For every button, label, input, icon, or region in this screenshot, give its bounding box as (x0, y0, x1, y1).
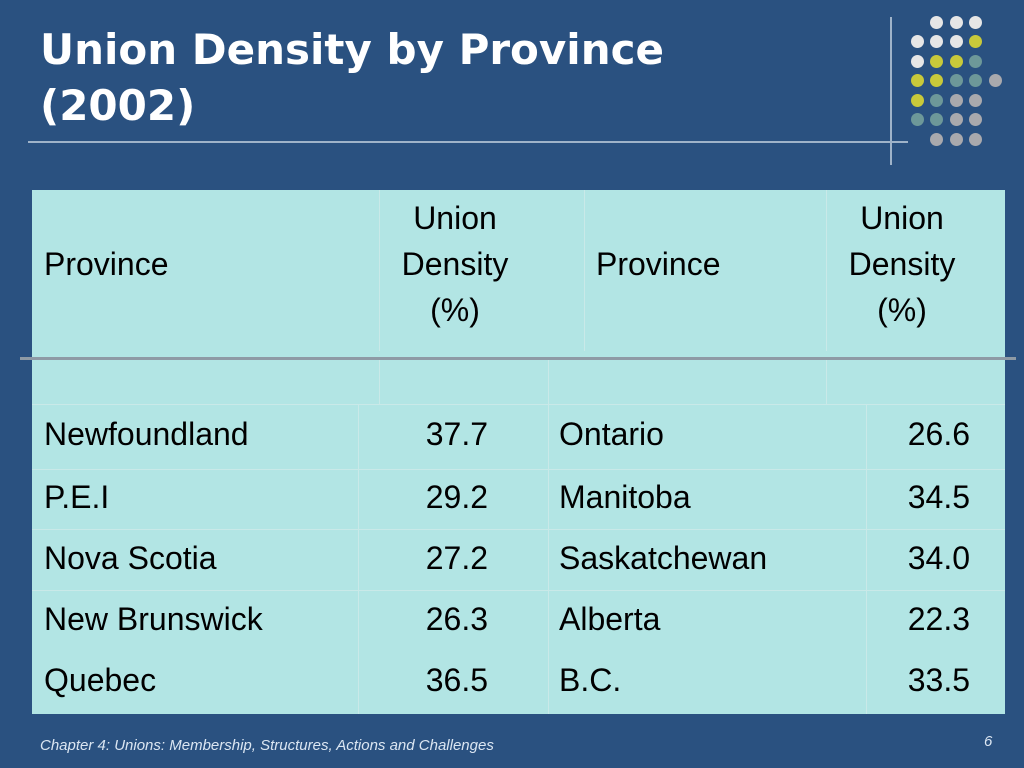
row-2-left-density: 29.2 (425, 479, 488, 515)
row-3-left-density: 27.2 (425, 540, 488, 576)
decorative-dot (988, 74, 1002, 87)
row-4-right-province: Alberta (559, 601, 661, 637)
title-line-1: Union Density by Province (40, 25, 664, 74)
decorative-dot (930, 132, 943, 146)
decorative-dot (910, 113, 924, 126)
title-divider (28, 141, 908, 143)
row-2-left-province: P.E.I (44, 479, 110, 515)
grid-line (32, 529, 1005, 530)
row-4-right-density: 22.3 (907, 601, 970, 637)
row-1-right-province: Ontario (559, 416, 664, 452)
decorative-dot (910, 54, 924, 68)
row-5-right-density: 33.5 (907, 662, 970, 698)
decorative-dot (930, 113, 943, 126)
grid-line (32, 590, 1005, 591)
decorative-dot (969, 15, 982, 29)
decorative-dot (930, 74, 943, 87)
row-5-left-density: 36.5 (425, 662, 488, 698)
header-density-left-line1: Union (413, 200, 497, 236)
title-line-2: (2002) (40, 81, 196, 130)
header-density-right: Union Density (%) (837, 195, 967, 333)
header-density-left: Union Density (%) (390, 195, 520, 333)
row-3-right-density: 34.0 (907, 540, 970, 576)
row-1-left-province: Newfoundland (44, 416, 249, 452)
decorative-dot (949, 132, 963, 146)
grid-line (379, 190, 380, 351)
row-2-right-province: Manitoba (559, 479, 691, 515)
slide-title: Union Density by Province (2002) (40, 22, 664, 134)
vertical-divider (890, 17, 892, 165)
grid-line (866, 404, 867, 714)
page-number: 6 (984, 733, 993, 750)
grid-line (32, 469, 1005, 470)
row-1-left-density: 37.7 (425, 416, 488, 452)
header-density-right-line1: Union (860, 200, 944, 236)
grid-line (826, 190, 827, 351)
row-4-left-density: 26.3 (425, 601, 488, 637)
row-3-left-province: Nova Scotia (44, 540, 217, 576)
decorative-dot (949, 54, 963, 68)
decorative-dot (930, 93, 943, 107)
slide-footer: Chapter 4: Unions: Membership, Structure… (40, 737, 494, 754)
header-density-left-line3: (%) (430, 292, 480, 328)
header-separator-rule (20, 357, 1016, 360)
header-province-left: Province (44, 246, 169, 282)
decorative-dot (969, 35, 982, 48)
grid-line (548, 360, 549, 404)
decorative-dot (910, 35, 924, 48)
grid-line (584, 190, 585, 351)
decorative-dot (930, 54, 943, 68)
grid-line (32, 404, 1005, 405)
decorative-dot (910, 74, 924, 87)
header-density-right-line3: (%) (877, 292, 927, 328)
row-5-left-province: Quebec (44, 662, 157, 698)
grid-line (826, 360, 827, 404)
decorative-dot (949, 15, 963, 29)
row-5-right-province: B.C. (559, 662, 622, 698)
decorative-dot (969, 132, 982, 146)
decorative-dot (930, 35, 943, 48)
decorative-dot (949, 74, 963, 87)
decorative-dot (930, 15, 943, 29)
header-province-right: Province (596, 246, 721, 282)
decorative-dot (969, 74, 982, 87)
row-4-left-province: New Brunswick (44, 601, 263, 637)
row-1-right-density: 26.6 (907, 416, 970, 452)
decorative-dot (910, 93, 924, 107)
grid-line (358, 404, 359, 714)
decorative-dot (949, 113, 963, 126)
decorative-dot (969, 93, 982, 107)
grid-line (379, 360, 380, 404)
union-density-table: Province Union Density (%) Province Unio… (32, 190, 1005, 714)
decorative-dot (949, 35, 963, 48)
row-2-right-density: 34.5 (907, 479, 970, 515)
decorative-dot (949, 93, 963, 107)
grid-line (548, 404, 549, 714)
header-density-left-line2: Density (401, 246, 509, 282)
decorative-dot (969, 113, 982, 126)
decorative-dot (969, 54, 982, 68)
row-3-right-province: Saskatchewan (559, 540, 768, 576)
header-density-right-line2: Density (848, 246, 956, 282)
